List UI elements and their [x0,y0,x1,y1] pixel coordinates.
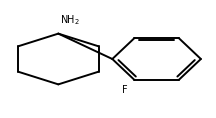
Text: F: F [122,85,128,95]
Text: NH$_2$: NH$_2$ [60,13,80,27]
